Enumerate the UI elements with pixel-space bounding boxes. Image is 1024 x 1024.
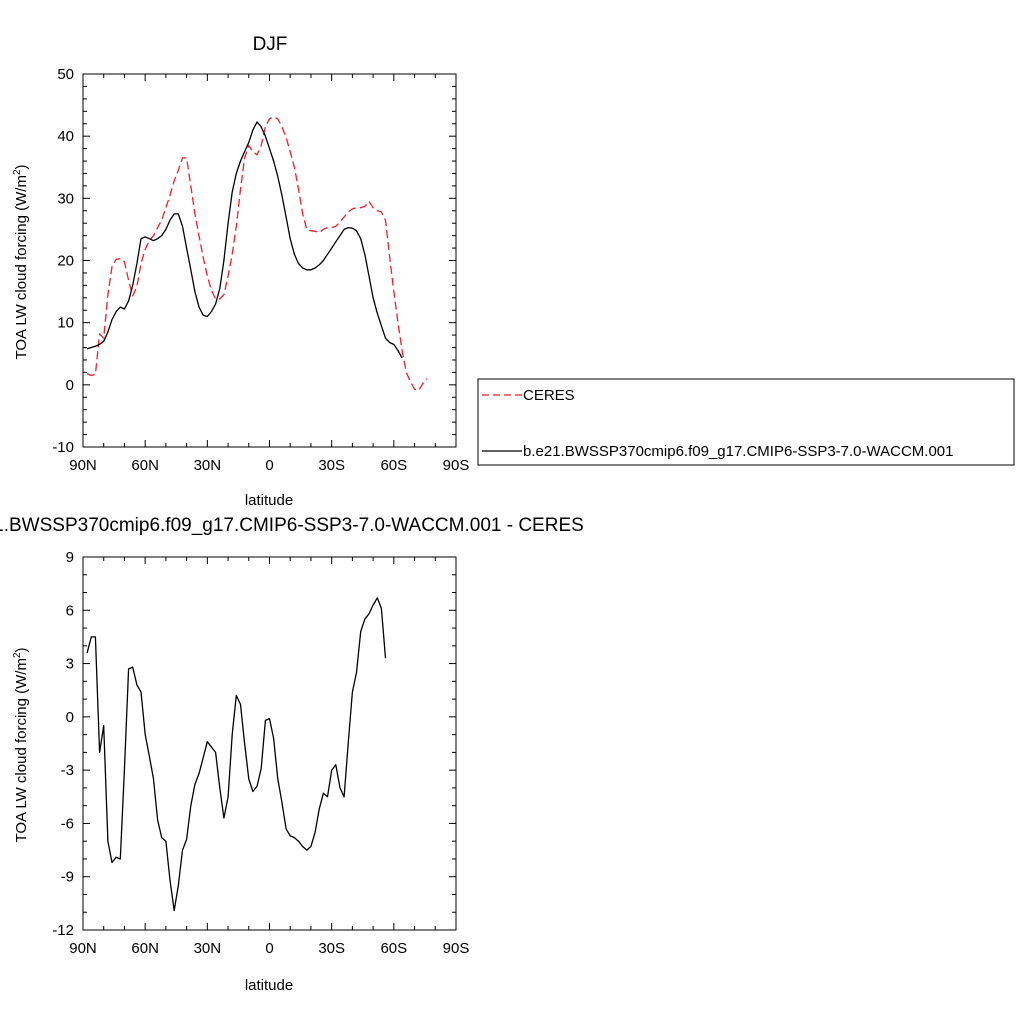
top-ylabel: TOA LW cloud forcing (W/m2) [12,164,30,359]
y-tick-label: -9 [61,869,74,886]
x-tick-label: 60N [131,940,159,957]
x-tick-label: 30N [194,457,222,474]
y-tick-label: -12 [52,922,74,939]
x-tick-label: 30S [318,457,345,474]
bottom-plot-area: 90N 60N 30N 0 30S 60S 90S -12 -9 -6 -3 0 3 6 9 [52,549,469,957]
bottom-title: b.e21.BWSSP370cmip6.f09_g17.CMIP6-SSP3-7… [0,515,584,536]
bottom-ylabel: TOA LW cloud forcing (W/m2) [12,647,30,842]
top-panel: DJF 90N 60N 30N 0 30S 60S 90S -10 0 10 20 30 40 50 la… [12,34,469,509]
x-tick-label: 30N [194,940,222,957]
y-tick-label: -6 [61,815,74,832]
plot-frame [82,556,457,931]
y-tick-label: -3 [61,762,74,779]
series-line-difference [86,597,387,912]
y-tick-label: 0 [66,377,74,394]
y-tick-label: 10 [57,315,74,332]
y-tick-label: 3 [66,656,74,673]
legend-label-ceres: CERES [523,387,575,404]
x-tick-label: 90N [69,457,97,474]
y-tick-label: 9 [66,549,74,566]
x-tick-label: 90S [443,940,470,957]
bottom-panel: b.e21.BWSSP370cmip6.f09_g17.CMIP6-SSP3-7… [0,515,584,994]
x-tick-label: 30S [318,940,345,957]
legend-label-model: b.e21.BWSSP370cmip6.f09_g17.CMIP6-SSP3-7… [523,443,953,460]
x-tick-label: 90S [443,457,470,474]
x-tick-label: 60S [380,457,407,474]
y-tick-label: 50 [57,66,74,83]
y-tick-label: 40 [57,128,74,145]
y-tick-label: 20 [57,253,74,270]
series-line-ceres [86,116,428,392]
top-plot-area: 90N 60N 30N 0 30S 60S 90S -10 0 10 20 30 40 50 [52,66,469,474]
x-tick-label: 60N [131,457,159,474]
top-title: DJF [253,34,288,55]
series-line-model [86,121,403,359]
legend-box [477,378,1015,466]
x-tick-label: 90N [69,940,97,957]
y-tick-label: 0 [66,709,74,726]
x-tick-label: 0 [265,940,273,957]
top-xlabel: latitude [245,492,293,509]
bottom-xlabel: latitude [245,977,293,994]
y-tick-label: -10 [52,439,74,456]
legend: CERES b.e21.BWSSP370cmip6.f09_g17.CMIP6-… [477,378,1015,466]
x-tick-label: 0 [265,457,273,474]
x-tick-label: 60S [380,940,407,957]
y-tick-label: 6 [66,602,74,619]
y-tick-label: 30 [57,190,74,207]
plot-frame [82,73,457,448]
